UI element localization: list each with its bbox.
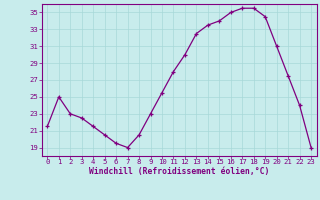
X-axis label: Windchill (Refroidissement éolien,°C): Windchill (Refroidissement éolien,°C) [89, 167, 269, 176]
